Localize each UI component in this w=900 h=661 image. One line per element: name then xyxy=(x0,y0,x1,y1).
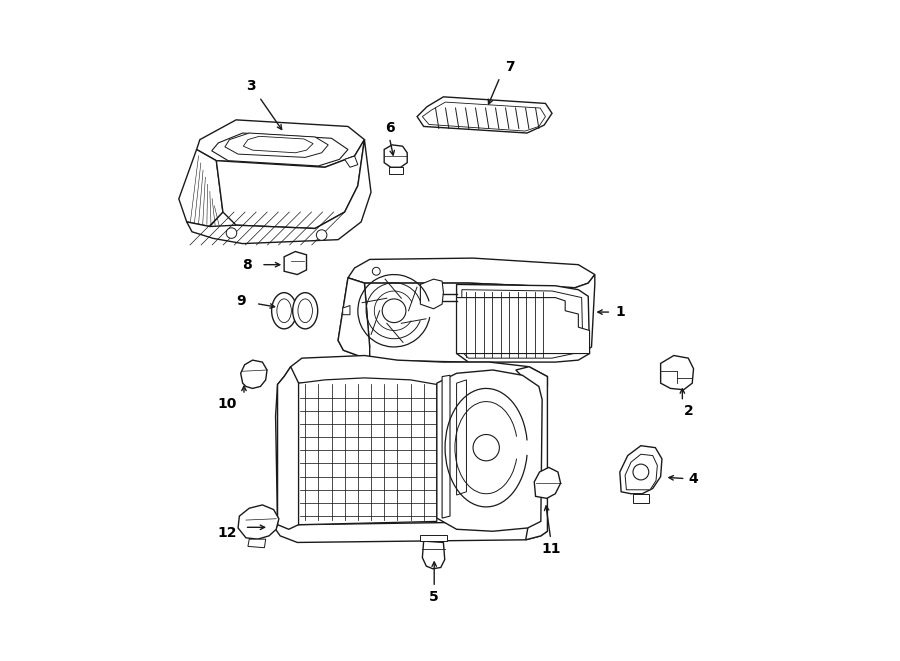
Polygon shape xyxy=(238,505,279,539)
Text: 3: 3 xyxy=(247,79,256,93)
Ellipse shape xyxy=(272,293,297,329)
Polygon shape xyxy=(620,446,662,494)
Text: 5: 5 xyxy=(429,590,439,604)
Polygon shape xyxy=(390,167,402,174)
Text: 10: 10 xyxy=(218,397,238,411)
Polygon shape xyxy=(196,120,364,167)
Text: 1: 1 xyxy=(615,305,625,319)
Polygon shape xyxy=(186,139,371,244)
Polygon shape xyxy=(243,136,313,153)
Text: 9: 9 xyxy=(237,294,247,308)
Polygon shape xyxy=(442,375,450,518)
Circle shape xyxy=(373,267,380,275)
Polygon shape xyxy=(338,278,370,360)
Polygon shape xyxy=(626,454,657,490)
Polygon shape xyxy=(277,367,299,529)
Polygon shape xyxy=(348,258,595,288)
Polygon shape xyxy=(275,522,547,543)
Polygon shape xyxy=(516,367,547,540)
Text: 12: 12 xyxy=(218,526,238,540)
Circle shape xyxy=(382,299,406,323)
Polygon shape xyxy=(661,356,694,390)
Polygon shape xyxy=(462,290,583,358)
Polygon shape xyxy=(436,370,542,531)
Ellipse shape xyxy=(277,299,292,323)
Polygon shape xyxy=(248,539,266,548)
Circle shape xyxy=(633,464,649,480)
Polygon shape xyxy=(456,297,590,354)
Polygon shape xyxy=(275,377,299,529)
Polygon shape xyxy=(422,102,545,131)
Circle shape xyxy=(226,228,237,239)
Polygon shape xyxy=(345,156,358,167)
Ellipse shape xyxy=(298,299,312,323)
Polygon shape xyxy=(299,378,436,525)
Circle shape xyxy=(473,434,500,461)
Polygon shape xyxy=(240,360,267,389)
Polygon shape xyxy=(384,145,407,167)
Polygon shape xyxy=(225,133,328,157)
Polygon shape xyxy=(216,139,364,229)
Text: 11: 11 xyxy=(541,542,561,556)
Text: 7: 7 xyxy=(505,60,515,74)
Ellipse shape xyxy=(292,293,318,329)
Polygon shape xyxy=(535,467,561,498)
Polygon shape xyxy=(343,305,350,315)
Polygon shape xyxy=(456,284,590,362)
Polygon shape xyxy=(422,541,445,568)
Polygon shape xyxy=(284,356,547,391)
Polygon shape xyxy=(633,494,649,503)
Polygon shape xyxy=(358,274,595,362)
Polygon shape xyxy=(179,149,223,227)
Polygon shape xyxy=(456,380,466,495)
Text: 2: 2 xyxy=(683,404,693,418)
Circle shape xyxy=(317,230,327,241)
Polygon shape xyxy=(338,278,370,356)
Polygon shape xyxy=(417,97,552,133)
Text: 4: 4 xyxy=(688,471,698,486)
Text: 8: 8 xyxy=(242,258,252,272)
Polygon shape xyxy=(284,252,307,274)
Polygon shape xyxy=(420,279,444,309)
Polygon shape xyxy=(420,535,446,541)
Polygon shape xyxy=(212,133,348,166)
Text: 6: 6 xyxy=(384,121,394,135)
